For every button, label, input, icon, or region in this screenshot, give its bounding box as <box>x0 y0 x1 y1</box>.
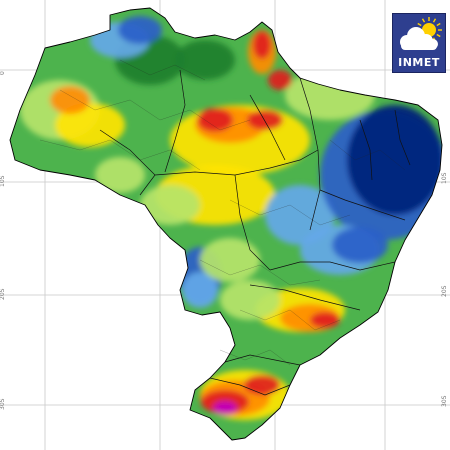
inmet-logo: INMET <box>392 13 446 73</box>
cloud-sun-icon <box>400 17 442 50</box>
logo-text: INMET <box>398 56 440 69</box>
precip-area-red <box>244 375 280 395</box>
lat-labels-right: 10S 20S 30S <box>441 172 448 407</box>
lat-label-right-10s: 10S <box>441 172 448 184</box>
precip-area-red <box>310 312 340 328</box>
precip-area-light-blue <box>182 272 218 308</box>
municipal-borders <box>39 59 406 366</box>
precip-area-light-green <box>95 157 145 193</box>
state-borders <box>99 69 411 396</box>
precip-area-light-green <box>220 280 280 320</box>
precip-area-blue <box>332 227 388 263</box>
precip-area-dark-green <box>175 40 235 80</box>
precip-area-light-green <box>200 238 260 282</box>
country-border <box>9 7 443 441</box>
lat-label-10s: 10S <box>0 175 6 187</box>
precip-area-violet <box>213 401 237 415</box>
precip-area-red <box>197 108 233 132</box>
precip-area-navy <box>347 105 442 215</box>
precip-area-light-green <box>285 70 375 120</box>
precip-area-red <box>253 31 271 59</box>
lat-label-right-30s: 30S <box>441 395 448 407</box>
lat-label-right-20s: 20S <box>441 285 448 297</box>
precip-area-light-green <box>140 185 200 225</box>
precip-area-orange <box>50 86 90 114</box>
lat-label-0: 0 <box>0 71 6 75</box>
precip-area-red <box>247 110 283 130</box>
lat-labels-left: 0 10S 20S 30S <box>0 71 6 410</box>
precip-area-red <box>268 70 292 90</box>
lat-label-20s: 20S <box>0 288 6 300</box>
lat-label-30s: 30S <box>0 398 6 410</box>
precip-area-blue <box>118 16 162 44</box>
precip-area-yellow <box>55 103 125 147</box>
